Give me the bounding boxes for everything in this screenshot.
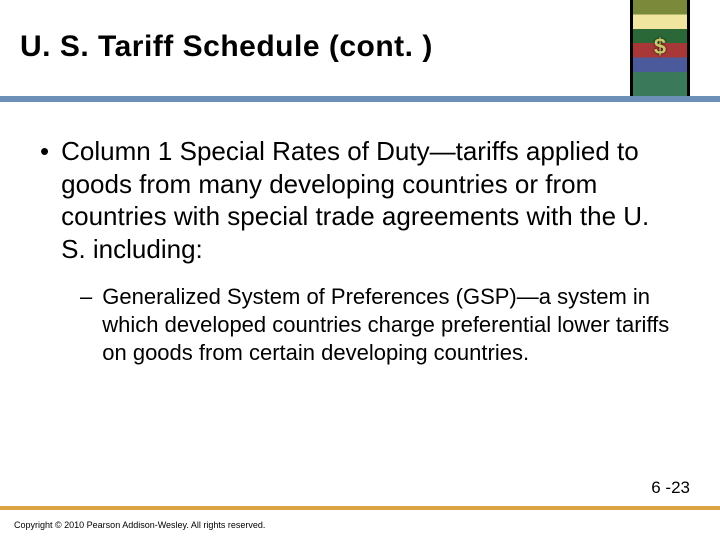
bullet-level-2: – Generalized System of Preferences (GSP…: [80, 283, 680, 367]
slide-container: U. S. Tariff Schedule (cont. ) • Column …: [0, 0, 720, 540]
bullet-text: Column 1 Special Rates of Duty—tariffs a…: [61, 135, 680, 265]
content-area: • Column 1 Special Rates of Duty—tariffs…: [40, 135, 680, 367]
page-number: 6 -23: [651, 478, 690, 498]
footer-bar: [0, 506, 720, 510]
bullet-text: Generalized System of Preferences (GSP)—…: [102, 283, 680, 367]
bullet-level-1: • Column 1 Special Rates of Duty—tariffs…: [40, 135, 680, 265]
slide-title: U. S. Tariff Schedule (cont. ): [20, 30, 610, 64]
bullet-marker: –: [80, 283, 92, 367]
bullet-marker: •: [40, 135, 49, 265]
title-underline: [0, 96, 720, 102]
decorative-currency-image: [630, 0, 690, 96]
title-area: U. S. Tariff Schedule (cont. ): [20, 30, 610, 64]
copyright-text: Copyright © 2010 Pearson Addison-Wesley.…: [14, 520, 265, 530]
